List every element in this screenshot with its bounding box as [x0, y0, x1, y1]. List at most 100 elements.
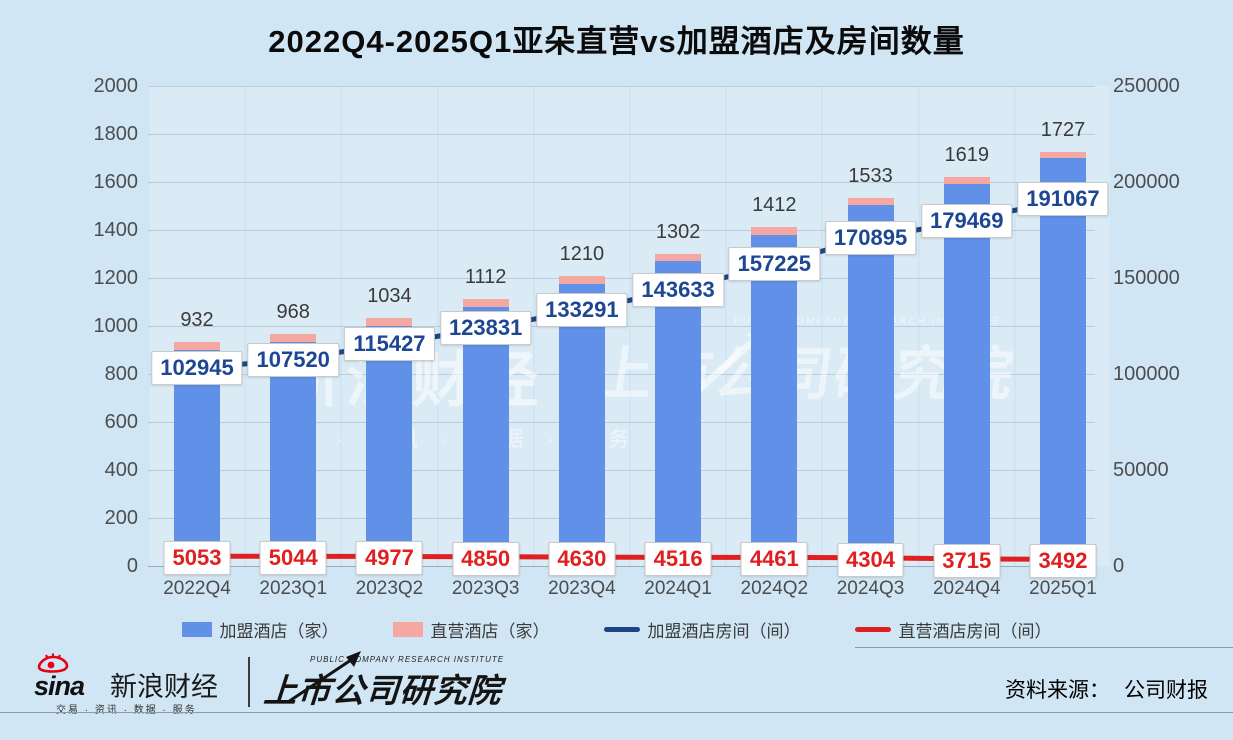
y-axis-left-tick-label: 1600	[93, 171, 139, 193]
direct-rooms-value-label: 4977	[355, 541, 423, 576]
y-axis-right-tick-label: 0	[1113, 555, 1125, 577]
grid-line	[148, 422, 1095, 423]
franchise-rooms-value-label: 123831	[439, 311, 532, 346]
bar-direct-hotels	[751, 227, 798, 235]
pcri-logo: PUBLIC COMPANY RESEARCH INSTITUTE 上市公司研究…	[262, 655, 505, 712]
y-axis-left-tick-label: 600	[104, 411, 138, 433]
grid-line	[148, 566, 1095, 567]
sina-tagline: 交易 · 资讯 · 数据 · 服务	[56, 705, 197, 716]
bar-direct-hotels	[943, 177, 990, 185]
x-axis-label: 2024Q1	[644, 578, 712, 599]
direct-rooms-value-label: 5053	[163, 541, 231, 576]
x-axis-label: 2024Q3	[836, 578, 905, 599]
source-separator-line	[855, 647, 1233, 648]
bar-direct-hotels	[174, 342, 220, 351]
x-axis-label: 2023Q4	[548, 578, 616, 599]
direct-rooms-value-label: 4630	[548, 542, 616, 577]
y-axis-left-tick-label: 0	[126, 555, 138, 577]
direct-rooms-value-label: 4516	[644, 542, 712, 577]
franchise-rooms-value-label: 191067	[1017, 182, 1109, 217]
bar-direct-hotels	[462, 299, 509, 308]
x-axis-label: 2022Q4	[163, 578, 231, 599]
y-axis-left-tick-label: 200	[104, 507, 138, 529]
grid-line	[148, 470, 1095, 471]
bar-total-label: 1619	[944, 144, 990, 167]
legend-item: 直营酒店房间（间）	[854, 617, 1052, 642]
legend-label: 加盟酒店房间（间）	[647, 622, 801, 641]
bar-total-label: 1302	[655, 220, 701, 243]
bar-total-label: 968	[276, 300, 310, 323]
legend-swatch-line	[854, 627, 891, 632]
y-axis-left-tick-label: 400	[104, 459, 138, 481]
y-axis-left-tick-label: 1800	[93, 123, 139, 145]
x-axis-label: 2023Q2	[355, 578, 424, 599]
y-axis-left-tick-label: 1000	[93, 315, 139, 337]
y-axis-left-tick-label: 1200	[93, 267, 139, 289]
legend-swatch-bar	[181, 622, 212, 637]
legend-swatch-line	[603, 627, 640, 632]
x-axis-label: 2024Q2	[740, 578, 809, 599]
bar-direct-hotels	[270, 333, 317, 342]
x-axis-label: 2023Q3	[451, 578, 520, 599]
grid-line	[148, 518, 1095, 519]
y-axis-right-tick-label: 200000	[1113, 171, 1180, 193]
bar-franchise-hotels	[847, 205, 894, 566]
grid-line	[148, 182, 1095, 183]
grid-line	[148, 86, 1095, 87]
bar-franchise-hotels	[751, 234, 798, 566]
bar-franchise-hotels	[270, 341, 317, 566]
x-axis-label: 2023Q1	[259, 578, 328, 599]
data-source-value: 公司财报	[1124, 679, 1208, 702]
sina-finance-brand: 新浪财经	[110, 672, 218, 702]
franchise-rooms-value-label: 102945	[151, 351, 243, 386]
bar-franchise-hotels	[366, 326, 413, 566]
y-axis-left-tick-label: 1400	[93, 219, 139, 241]
bar-franchise-hotels	[174, 350, 220, 566]
y-axis-right-tick-label: 50000	[1113, 459, 1169, 481]
direct-rooms-value-label: 5044	[259, 541, 327, 576]
franchise-rooms-value-label: 143633	[632, 273, 724, 308]
franchise-rooms-value-label: 115427	[344, 327, 435, 362]
franchise-rooms-value-label: 133291	[536, 293, 628, 328]
grid-line	[148, 374, 1095, 375]
direct-rooms-value-label: 4304	[837, 542, 905, 577]
bar-franchise-hotels	[943, 184, 990, 566]
bar-direct-hotels	[1039, 151, 1086, 159]
pcri-logo-text: 上市公司研究院	[262, 672, 504, 709]
direct-rooms-value-label: 3715	[933, 543, 1001, 578]
bar-total-label: 932	[180, 309, 214, 332]
bar-total-label: 1112	[464, 266, 507, 289]
direct-rooms-value-label: 4850	[452, 541, 520, 576]
footer-bottom-line	[0, 712, 1233, 713]
legend-item: 加盟酒店（家）	[181, 617, 339, 642]
y-axis-left-tick-label: 800	[104, 363, 138, 385]
franchise-rooms-value-label: 170895	[824, 220, 917, 255]
legend-label: 加盟酒店（家）	[219, 622, 339, 641]
y-axis-left-tick-label: 2000	[93, 75, 139, 97]
direct-rooms-value-label: 4461	[740, 542, 808, 577]
legend-swatch-bar	[392, 622, 423, 637]
bar-total-label: 1533	[848, 165, 893, 188]
x-axis-label: 2025Q1	[1029, 578, 1097, 599]
franchise-rooms-value-label: 157225	[728, 247, 821, 282]
grid-line	[148, 134, 1095, 135]
footer-divider	[248, 657, 250, 707]
bar-direct-hotels	[366, 317, 413, 326]
bar-total-label: 1210	[559, 242, 605, 265]
legend-label: 直营酒店（家）	[430, 622, 550, 641]
bar-direct-hotels	[655, 253, 702, 262]
bar-total-label: 1412	[752, 194, 797, 217]
pcri-logo-english: PUBLIC COMPANY RESEARCH INSTITUTE	[310, 655, 505, 664]
x-axis-label: 2024Q4	[932, 578, 1001, 599]
y-axis-right-tick-label: 150000	[1113, 267, 1180, 289]
bar-direct-hotels	[558, 275, 605, 284]
sina-eye-icon	[37, 653, 69, 673]
franchise-rooms-value-label: 179469	[921, 204, 1013, 239]
y-axis-right-tick-label: 100000	[1113, 363, 1180, 385]
bar-total-label: 1727	[1040, 118, 1086, 141]
data-source-label: 资料来源：	[1005, 679, 1110, 702]
data-source: 资料来源： 公司财报	[1005, 674, 1208, 704]
sina-logo-text: sina	[34, 671, 85, 701]
chart-title: 2022Q4-2025Q1亚朵直营vs加盟酒店及房间数量	[268, 24, 965, 59]
y-axis-right-tick-label: 250000	[1113, 75, 1180, 97]
